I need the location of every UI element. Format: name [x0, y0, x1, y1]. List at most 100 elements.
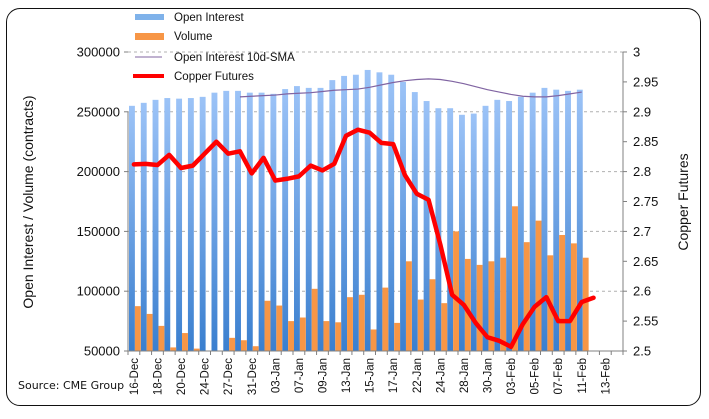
- volume-bar: [158, 325, 165, 351]
- y2-tick-label: 3: [633, 45, 640, 60]
- y-tick-label: 100000: [77, 284, 120, 299]
- volume-bar: [335, 322, 342, 351]
- volume-bar: [240, 340, 247, 351]
- volume-bar: [512, 206, 518, 351]
- volume-bar: [417, 299, 424, 351]
- x-tick-label: 03-Jan: [270, 358, 282, 393]
- volume-bar: [582, 257, 589, 351]
- open-interest-bar: [341, 75, 348, 352]
- y-tick-label: 50000: [84, 344, 120, 359]
- x-tick-label: 13-Jan: [341, 358, 353, 393]
- volume-bar: [252, 346, 259, 351]
- chart-frame: [6, 8, 701, 406]
- y2-tick-label: 2.9: [633, 104, 651, 119]
- x-tick-label: 03-Feb: [506, 358, 518, 394]
- volume-bar: [229, 337, 236, 351]
- volume-bar: [182, 333, 188, 351]
- y2-tick-label: 2.95: [633, 74, 658, 89]
- volume-bar: [570, 243, 577, 351]
- open-interest-bar: [423, 101, 430, 351]
- open-interest-bar: [317, 87, 324, 351]
- y2-tick-label: 2.55: [633, 314, 658, 329]
- open-interest-bar: [129, 105, 135, 351]
- legend-swatch-open-interest: [135, 14, 164, 20]
- open-interest-bar: [352, 74, 359, 351]
- volume-bar: [323, 321, 330, 351]
- x-tick-label: 07-Jan: [294, 358, 306, 393]
- y-tick-label: 200000: [77, 164, 120, 179]
- volume-bar: [405, 261, 412, 351]
- open-interest-bar: [565, 90, 571, 352]
- x-tick-label: 15-Jan: [365, 358, 377, 393]
- x-tick-label: 31-Dec: [247, 358, 259, 395]
- volume-bar: [441, 303, 448, 351]
- open-interest-bar: [140, 102, 147, 351]
- volume-bar: [311, 288, 318, 351]
- open-interest-bar: [294, 86, 300, 351]
- y2-tick-label: 2.6: [633, 284, 651, 299]
- y-tick-label: 250000: [77, 104, 120, 119]
- volume-bar: [288, 321, 294, 351]
- x-tick-label: 20-Dec: [176, 358, 188, 395]
- open-interest-bar: [494, 99, 501, 351]
- x-axis-ticks: 16-Dec 18-Dec 20-Dec 24-Dec 27-Dec 31-Dec 03-J…: [129, 358, 612, 395]
- volume-bar: [299, 317, 306, 351]
- volume-bars: [134, 206, 589, 351]
- x-tick-label: 30-Jan: [482, 358, 494, 393]
- open-interest-bar: [553, 89, 560, 351]
- open-interest-bar: [164, 98, 171, 352]
- volume-bar: [370, 329, 377, 351]
- open-interest-bar: [211, 92, 218, 351]
- open-interest-bar: [152, 99, 159, 351]
- source-note: Source: CME Group: [18, 379, 124, 392]
- legend-swatch-volume: [135, 33, 164, 40]
- y2-tick-label: 2.75: [633, 194, 658, 209]
- volume-bar: [382, 287, 389, 351]
- x-tick-label: 11-Feb: [577, 358, 589, 394]
- open-interest-bar: [187, 98, 194, 352]
- right-axis-ticks: 3 2.95 2.9 2.85 2.8 2.75 2.7 2.65 2.6 2.55 2.5: [623, 45, 658, 359]
- open-interest-bar: [176, 98, 183, 351]
- volume-bar: [358, 294, 365, 351]
- open-interest-bar: [529, 92, 536, 351]
- open-interest-bar: [447, 108, 454, 351]
- volume-bar: [523, 242, 530, 351]
- volume-bar: [535, 220, 542, 351]
- y2-axis-label: Copper Futures: [675, 153, 691, 250]
- open-interest-bar: [482, 105, 489, 351]
- volume-bar: [453, 231, 459, 351]
- open-interest-bar: [282, 89, 289, 352]
- volume-bar: [193, 348, 200, 351]
- x-tick-label: 07-Feb: [553, 358, 565, 394]
- legend-label-open-interest: Open Interest: [174, 12, 244, 24]
- open-interest-bar: [223, 90, 230, 352]
- x-tick-label: 28-Jan: [459, 358, 471, 393]
- open-interest-bar: [576, 89, 583, 351]
- open-interest-bar: [305, 87, 312, 351]
- open-interest-bar: [388, 74, 395, 351]
- left-axis-ticks: 300000 250000 200000 150000 100000 50000: [77, 45, 128, 359]
- x-tick-label: 17-Jan: [388, 358, 400, 393]
- open-interest-bars: [129, 69, 583, 352]
- y-tick-label: 300000: [77, 45, 120, 60]
- volume-bar: [488, 261, 495, 351]
- open-interest-bar: [246, 92, 253, 351]
- volume-bar: [464, 258, 471, 351]
- open-interest-bar: [506, 101, 513, 351]
- volume-bar: [394, 322, 401, 351]
- volume-bar: [264, 300, 271, 351]
- volume-bar: [146, 313, 153, 351]
- open-interest-bar: [376, 72, 383, 351]
- open-interest-bar: [270, 93, 277, 352]
- copper-futures-line: [131, 127, 596, 350]
- open-interest-bar: [459, 114, 465, 351]
- open-interest-bar: [541, 87, 548, 351]
- legend-label-volume: Volume: [174, 31, 212, 43]
- sma-line: [239, 78, 582, 98]
- y2-tick-label: 2.5: [633, 344, 651, 359]
- x-tick-label: 22-Jan: [412, 358, 424, 393]
- legend-label-sma: Open Interest 10d-SMA: [174, 52, 295, 64]
- open-interest-bar: [470, 113, 477, 352]
- x-tick-label: 18-Dec: [152, 358, 164, 395]
- gridlines: [128, 51, 623, 292]
